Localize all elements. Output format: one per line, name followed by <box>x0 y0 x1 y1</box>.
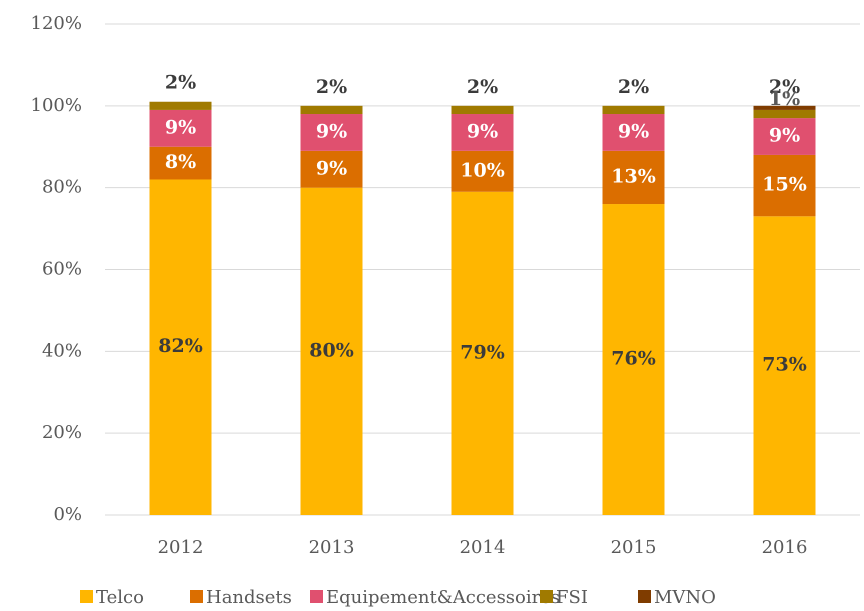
x-tick-label: 2012 <box>158 537 204 558</box>
bar-segment <box>451 114 514 151</box>
bar-segment <box>602 114 665 151</box>
value-label: 2% <box>467 76 498 98</box>
legend-swatch <box>80 590 93 603</box>
value-label: 9% <box>316 120 347 142</box>
value-label: 10% <box>460 159 505 181</box>
legend-label: Handsets <box>206 587 292 608</box>
value-label: 80% <box>309 339 354 361</box>
value-label: 13% <box>611 165 656 187</box>
value-label: 9% <box>316 157 347 179</box>
bar-segment <box>300 187 363 515</box>
bar-segment <box>149 179 212 515</box>
y-tick-label: 0% <box>53 504 82 525</box>
bar-segment <box>753 118 816 155</box>
bar-segment <box>300 114 363 151</box>
value-label: 2% <box>316 76 347 98</box>
x-tick-label: 2013 <box>309 537 355 558</box>
bar-segment <box>602 150 665 205</box>
bar-segment <box>602 204 665 516</box>
legend-swatch <box>638 590 651 603</box>
bar-segment <box>300 105 363 115</box>
x-tick-label: 2015 <box>611 537 657 558</box>
value-label: 1% <box>769 88 800 110</box>
value-label: 79% <box>460 341 505 363</box>
bar-segment <box>149 101 212 110</box>
value-label: 9% <box>618 120 649 142</box>
bar-segment <box>753 109 816 119</box>
y-tick-label: 100% <box>31 95 82 116</box>
value-label: 2% <box>769 76 800 98</box>
value-label: 15% <box>762 174 807 196</box>
y-tick-label: 120% <box>31 13 82 34</box>
bar-segment <box>753 105 816 110</box>
bar-segment <box>149 109 212 147</box>
legend-label: FSI <box>556 587 588 608</box>
legend-swatch <box>310 590 323 603</box>
bar-segment <box>451 105 514 115</box>
y-tick-label: 80% <box>42 177 82 198</box>
value-label: 9% <box>467 120 498 142</box>
value-label: 8% <box>165 151 196 173</box>
y-tick-label: 40% <box>42 340 82 361</box>
value-label: 2% <box>618 76 649 98</box>
legend-label: Telco <box>96 587 144 608</box>
x-tick-label: 2016 <box>762 537 808 558</box>
legend-swatch <box>540 590 553 603</box>
bar-segment <box>451 191 514 515</box>
legend-label: Equipement&Accessoires <box>326 587 560 608</box>
x-tick-label: 2014 <box>460 537 506 558</box>
y-tick-label: 60% <box>42 259 82 280</box>
value-label: 9% <box>769 125 800 147</box>
value-label: 73% <box>762 354 807 376</box>
bar-segment <box>300 150 363 188</box>
bar-segment <box>149 146 212 180</box>
legend-label: MVNO <box>654 587 716 608</box>
value-label: 2% <box>165 72 196 94</box>
value-label: 76% <box>611 348 656 370</box>
bar-segment <box>753 154 816 217</box>
bar-segment <box>451 150 514 192</box>
y-tick-label: 20% <box>42 422 82 443</box>
bar-segment <box>602 105 665 115</box>
bar-segment <box>753 216 816 515</box>
value-label: 9% <box>165 116 196 138</box>
value-label: 82% <box>158 335 203 357</box>
legend-swatch <box>190 590 203 603</box>
